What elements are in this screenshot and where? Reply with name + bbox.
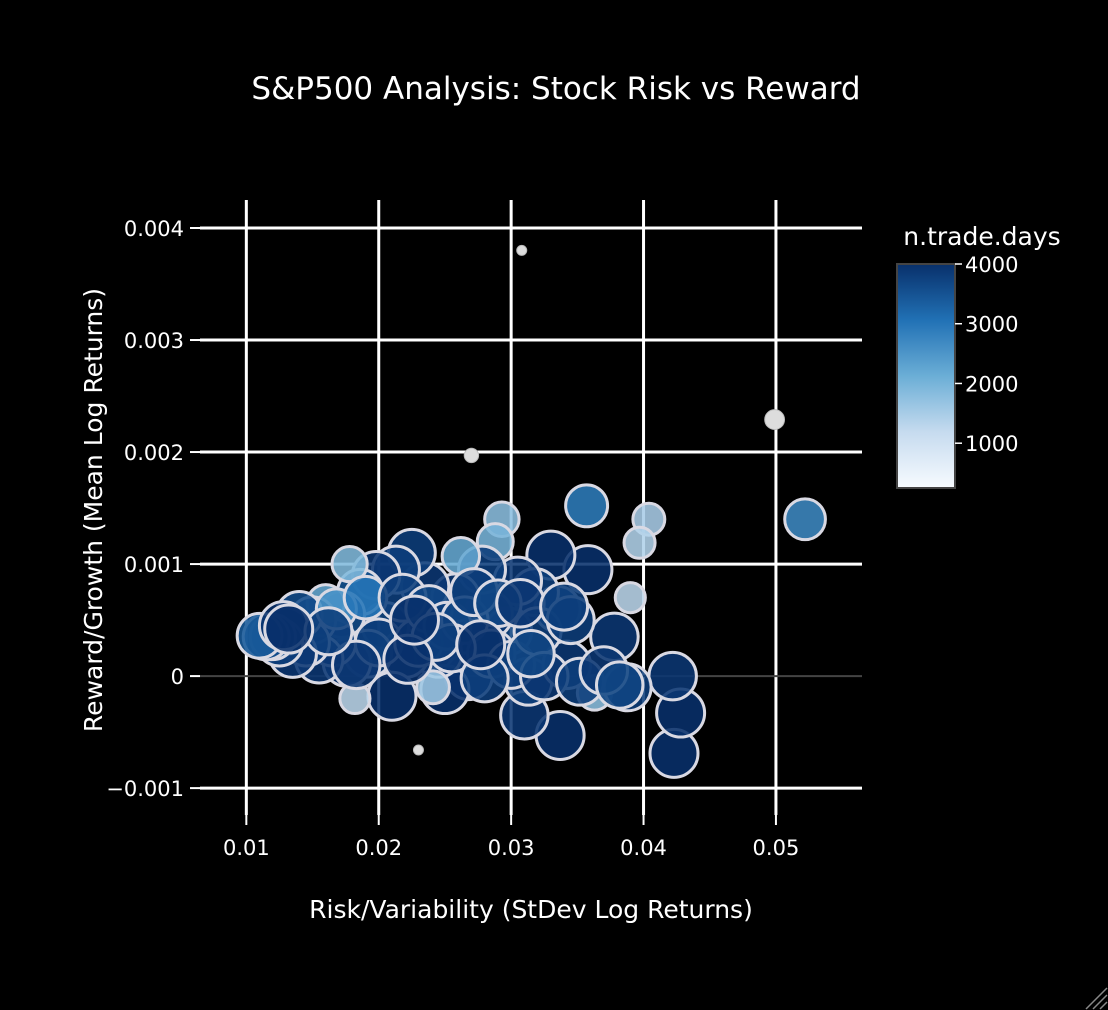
x-tick-label: 0.04 <box>620 836 667 860</box>
y-tick-label: 0 <box>171 665 184 689</box>
x-tick-label: 0.03 <box>488 836 535 860</box>
x-tick-label: 0.05 <box>753 836 800 860</box>
colorbar-tick-label: 2000 <box>965 372 1018 396</box>
colorbar-ticks: 1000 2000 3000 4000 <box>955 253 1018 456</box>
colorbar-title: n.trade.days <box>903 222 1060 251</box>
colorbar-tick-label: 3000 <box>965 313 1018 337</box>
data-point[interactable] <box>455 619 507 671</box>
x-axis-ticks: 0.01 0.02 0.03 0.04 0.05 <box>223 815 799 860</box>
y-axis-ticks: −0.001 0 0.001 0.002 0.003 0.004 <box>106 217 200 801</box>
colorbar-gradient <box>896 263 956 489</box>
points-layer <box>235 244 827 779</box>
data-point[interactable] <box>647 650 698 702</box>
grid-layer <box>200 200 862 815</box>
y-tick-label: 0.002 <box>124 441 184 465</box>
data-point[interactable] <box>263 603 315 655</box>
y-axis-label: Reward/Growth (Mean Log Returns) <box>79 288 108 732</box>
data-point[interactable] <box>495 578 546 629</box>
colorbar-tick-label: 1000 <box>965 432 1018 456</box>
data-point[interactable] <box>622 525 657 560</box>
data-point[interactable] <box>564 483 610 529</box>
y-tick-label: 0.004 <box>124 217 184 241</box>
data-point[interactable] <box>516 244 528 256</box>
x-tick-label: 0.02 <box>355 836 402 860</box>
data-point[interactable] <box>463 447 480 464</box>
data-point[interactable] <box>783 497 827 542</box>
data-point[interactable] <box>613 581 647 615</box>
resize-handle-icon[interactable] <box>1080 982 1108 1010</box>
colorbar: n.trade.days 1000 2000 3000 4000 <box>896 222 1061 489</box>
data-point[interactable] <box>412 744 424 756</box>
data-point[interactable] <box>506 628 556 679</box>
data-point[interactable] <box>539 581 590 632</box>
data-point[interactable] <box>415 669 451 706</box>
colorbar-tick-label: 4000 <box>965 253 1018 277</box>
x-axis-label: Risk/Variability (StDev Log Returns) <box>309 895 753 924</box>
data-point[interactable] <box>764 409 786 430</box>
data-point[interactable] <box>330 639 382 691</box>
y-tick-label: 0.003 <box>124 329 184 353</box>
chart-title: S&P500 Analysis: Stock Risk vs Reward <box>251 71 860 107</box>
y-tick-label: −0.001 <box>106 777 184 801</box>
x-tick-label: 0.01 <box>223 836 270 860</box>
y-tick-label: 0.001 <box>124 553 184 577</box>
data-point[interactable] <box>594 660 645 710</box>
data-point[interactable] <box>388 594 440 646</box>
